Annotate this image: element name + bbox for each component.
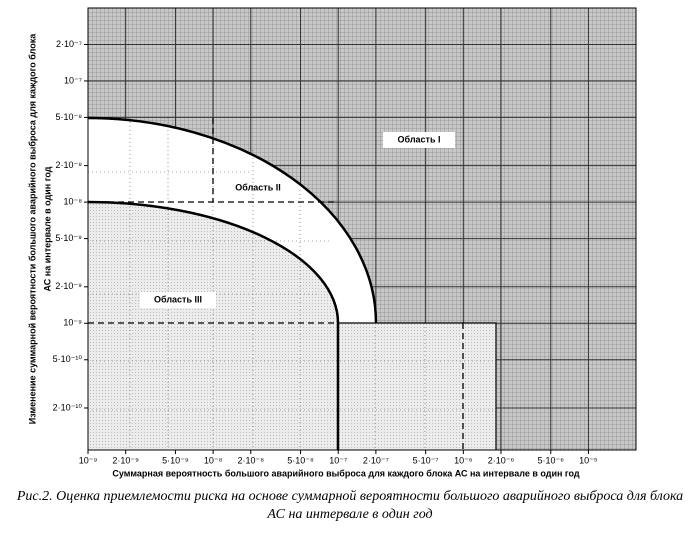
y-tick-label: 5·10⁻¹⁰ [53, 354, 83, 364]
x-tick-label: 10⁻⁶ [454, 455, 473, 465]
y-axis-label: Изменение суммарной вероятности большого… [27, 33, 37, 424]
x-tick-label: 5·10⁻⁷ [413, 455, 439, 465]
x-tick-label: 5·10⁻⁹ [162, 455, 189, 465]
x-tick-label: 10⁻⁷ [329, 455, 347, 465]
box-border [338, 322, 497, 450]
y-tick-label: 2·10⁻⁸ [55, 160, 82, 170]
caption: Рис.2. Оценка приемлемости риска на осно… [16, 489, 684, 522]
y-tick-label: 2·10⁻⁹ [55, 281, 82, 291]
x-tick-label: 2·10⁻⁹ [112, 455, 139, 465]
x-tick-label: 2·10⁻⁸ [237, 455, 264, 465]
y-tick-label: 2·10⁻¹⁰ [53, 402, 83, 412]
chart: Область I Область II Область III Изменен… [27, 7, 637, 478]
y-tick-label: 10⁻⁸ [63, 196, 82, 206]
inner-boundary [87, 200, 340, 450]
outer-boundary [87, 116, 378, 324]
y-tick-label: 2·10⁻⁷ [56, 39, 82, 49]
y-tick-label: 10⁻⁷ [64, 75, 82, 85]
x-tick-label: 10⁻⁸ [204, 455, 223, 465]
y-tick-label: 5·10⁻⁸ [55, 112, 82, 122]
x-tick-label: 10⁻⁵ [579, 455, 598, 465]
region-2 [88, 118, 376, 323]
x-tick-label: 5·10⁻⁸ [287, 455, 314, 465]
label-bg [140, 292, 216, 308]
y-axis-label: АС на интервале в один год [42, 166, 52, 291]
region-label: Область III [154, 294, 202, 304]
x-axis-label: Суммарная вероятность большого аварийног… [112, 468, 580, 478]
plot-frame [87, 7, 637, 451]
region-label: Область II [235, 182, 281, 192]
region-label: Область I [397, 134, 440, 144]
x-tick-label: 10⁻⁹ [79, 455, 98, 465]
x-tick-label: 2·10⁻⁷ [363, 455, 389, 465]
x-tick-label: 5·10⁻⁶ [538, 455, 565, 465]
y-tick-label: 5·10⁻⁹ [55, 233, 82, 243]
dashed-guides [88, 118, 464, 450]
y-tick-label: 10⁻⁹ [63, 318, 82, 328]
x-tick-label: 2·10⁻⁶ [488, 455, 515, 465]
label-bg [383, 132, 455, 148]
acceptable-box [338, 323, 496, 450]
